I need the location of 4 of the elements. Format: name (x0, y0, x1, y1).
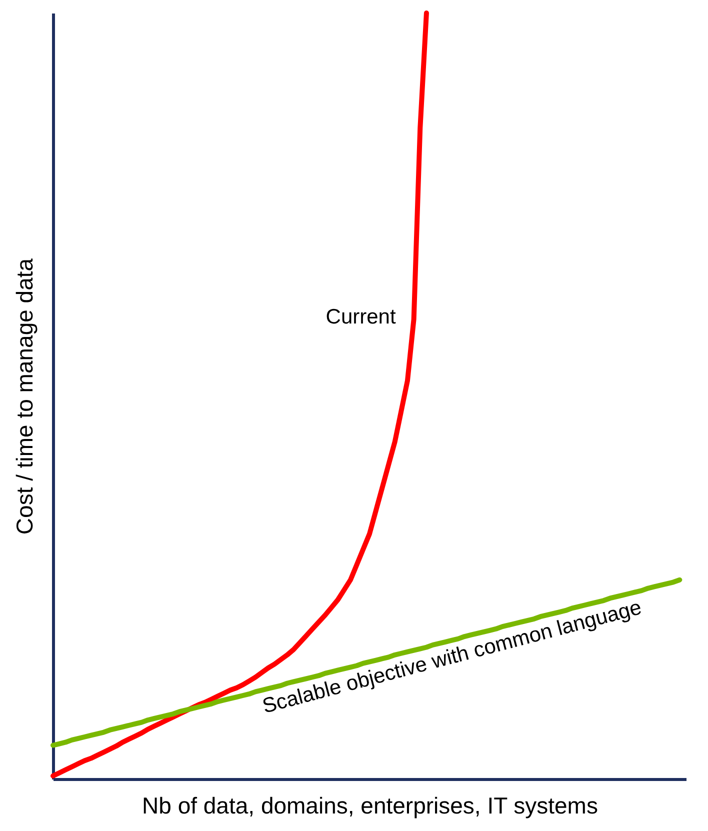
text: Scalable objective with common language (260, 596, 644, 718)
y-axis-title: Cost / time to manage data (12, 258, 38, 535)
series-label: Current (326, 305, 396, 328)
x-axis-title: Nb of data, domains, enterprises, IT systems (142, 792, 598, 818)
